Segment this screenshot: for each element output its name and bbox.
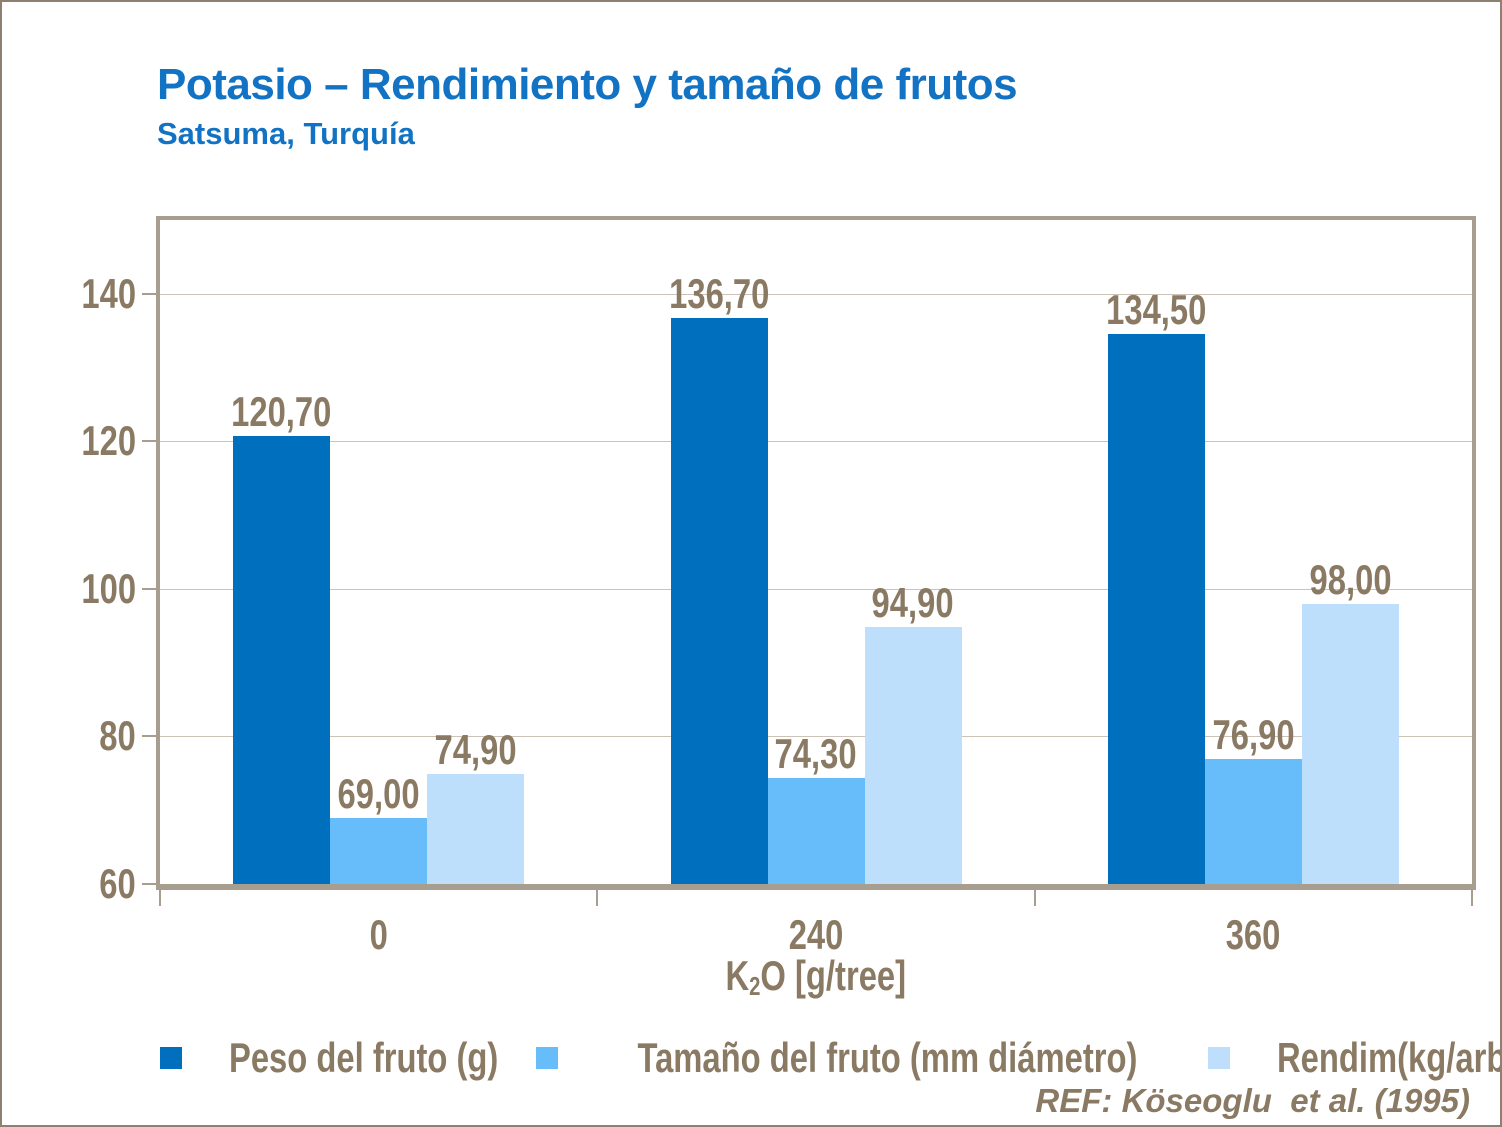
bar-value-label-peso-240: 136,70 <box>668 270 770 318</box>
bar-value-label-tamano-360: 76,90 <box>1212 711 1295 759</box>
chart-subtitle: Satsuma, Turquía <box>157 116 415 151</box>
x-axis-tick-2 <box>1033 890 1036 906</box>
y-axis-label-120: 120 <box>81 417 136 465</box>
bar-value-label-rendim-360: 98,00 <box>1309 555 1392 603</box>
y-grid-line-80 <box>160 736 1472 738</box>
bar-tamano-360 <box>1204 759 1302 884</box>
y-axis-label-60: 60 <box>99 860 136 907</box>
x-axis-label-240: 240 <box>788 911 844 958</box>
y-grid-line-100 <box>160 588 1472 590</box>
legend-swatch-rendim <box>1208 1047 1231 1069</box>
bar-peso-240 <box>670 318 768 884</box>
legend-swatch-peso <box>160 1047 182 1069</box>
bar-value-label-peso-360: 134,50 <box>1106 286 1207 334</box>
bar-tamano-240 <box>767 778 865 884</box>
legend-item-rendim: Rendim(kg/arbol) <box>1208 1034 1500 1082</box>
legend-label-peso: Peso del fruto (g) <box>228 1034 499 1081</box>
bar-value-label-rendim-0: 74,90 <box>434 726 517 774</box>
y-grid-line-120 <box>160 441 1472 443</box>
bar-value-label-rendim-240: 94,90 <box>871 578 954 626</box>
x-axis-label-0: 0 <box>369 911 388 958</box>
bar-value-label-peso-0: 120,70 <box>231 388 332 436</box>
legend-item-tamano: Tamaño del fruto (mm diámetro) <box>536 1034 1208 1082</box>
bar-rendim-0 <box>427 774 525 884</box>
bar-peso-360 <box>1107 334 1205 884</box>
reference-citation: REF: Köseoglu et al. (1995) <box>1035 1082 1470 1119</box>
chart-legend: Peso del fruto (g) Tamaño del fruto (mm d… <box>160 1034 1500 1082</box>
plot-area: 60 80 100 120 140 120,70 136,70 134,50 69,00 74,3… <box>81 220 1473 958</box>
x-axis-label-360: 360 <box>1225 911 1281 958</box>
y-axis-tick-100 <box>142 587 156 590</box>
bar-rendim-240 <box>864 626 962 884</box>
y-axis-label-100: 100 <box>81 564 136 612</box>
x-axis-title-subscript: 2 <box>749 970 761 1001</box>
y-grid-line-140 <box>160 293 1472 295</box>
legend-label-rendim: Rendim(kg/arbol) <box>1277 1034 1500 1081</box>
y-axis-tick-60 <box>142 883 156 885</box>
y-axis-tick-140 <box>142 292 156 295</box>
y-axis-label-140: 140 <box>81 269 136 317</box>
bar-rendim-360 <box>1301 603 1399 884</box>
chart-title: Potasio – Rendimiento y tamaño de frutos <box>157 60 1018 109</box>
legend-item-peso: Peso del fruto (g) <box>160 1034 536 1082</box>
bar-tamano-0 <box>330 817 428 884</box>
legend-swatch-tamano <box>536 1047 559 1069</box>
x-axis-title: K2O [g/tree] <box>725 952 907 1001</box>
plot-area-frame: 60 80 100 120 140 120,70 136,70 134,50 69,00 74,3… <box>81 216 1476 958</box>
y-axis-tick-120 <box>142 440 156 443</box>
legend-label-tamano: Tamaño del fruto (mm diámetro) <box>637 1034 1138 1081</box>
x-axis-tick-3 <box>1471 890 1473 906</box>
x-axis-tick-1 <box>596 890 599 906</box>
y-axis-tick-80 <box>142 735 156 738</box>
bar-value-label-tamano-0: 69,00 <box>337 769 420 817</box>
bar-value-label-tamano-240: 74,30 <box>774 730 857 778</box>
y-axis-label-80: 80 <box>99 712 136 760</box>
bar-peso-0 <box>233 436 331 884</box>
x-axis-tick-0 <box>159 890 161 906</box>
